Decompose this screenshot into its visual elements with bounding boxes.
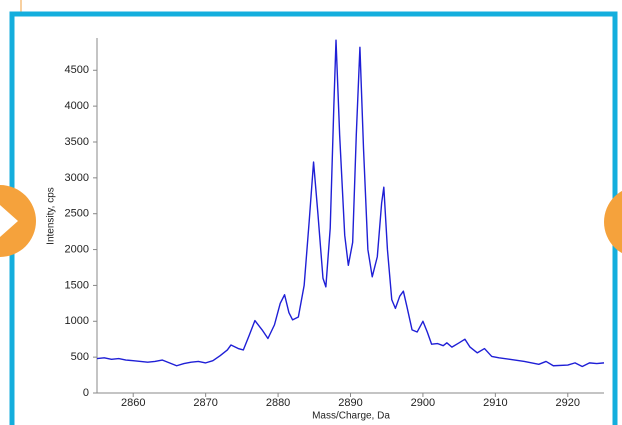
y-tick-label: 2000 xyxy=(65,243,89,255)
y-tick-label: 4000 xyxy=(65,100,89,112)
y-tick-label: 2500 xyxy=(65,208,89,220)
x-tick-label: 2920 xyxy=(556,397,580,409)
x-tick-label: 2870 xyxy=(193,397,217,409)
y-axis-label: Intensity, cps xyxy=(46,187,57,245)
y-tick-label: 1500 xyxy=(65,279,89,291)
y-tick-label: 3000 xyxy=(65,172,89,184)
x-tick-label: 2900 xyxy=(411,397,435,409)
plot: 0 500 1000 1500 2000 2500 3000 3500 4000 4500 2860… xyxy=(65,38,605,409)
y-tick-label: 4500 xyxy=(65,64,89,76)
y-tick-label: 1000 xyxy=(65,315,89,327)
prev-button-arrow[interactable] xyxy=(0,205,18,237)
y-tick-label: 500 xyxy=(71,351,89,363)
x-tick-label: 2890 xyxy=(338,397,362,409)
y-tick-label: 0 xyxy=(83,387,89,399)
x-tick-label: 2860 xyxy=(121,397,145,409)
prev-button[interactable] xyxy=(0,185,36,257)
next-button[interactable] xyxy=(604,186,622,258)
frame xyxy=(9,11,618,425)
x-axis-label: Mass/Charge, Da xyxy=(312,411,390,422)
x-tick-label: 2910 xyxy=(483,397,507,409)
spectrum-line xyxy=(96,39,605,368)
x-tick-label: 2880 xyxy=(266,397,290,409)
y-tick-label: 3500 xyxy=(65,136,89,148)
